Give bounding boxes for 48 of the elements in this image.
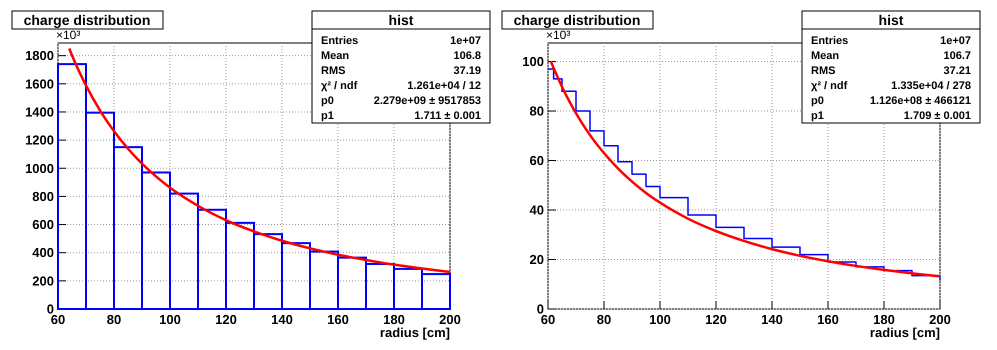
text: Entries 1e+07 bbox=[321, 35, 481, 47]
text: χ² / ndf 1.261e+04 / 12 bbox=[321, 80, 481, 92]
text: Mean 106.7 bbox=[811, 50, 971, 62]
text: p0 2.279e+09 ± 9517853 bbox=[321, 95, 481, 107]
text: χ² / ndf 1.335e+04 / 278 bbox=[811, 80, 971, 92]
x-tick-label: 100 bbox=[159, 312, 181, 327]
y-tick-label: 1400 bbox=[25, 104, 54, 120]
chart-title: charge distribution bbox=[514, 12, 640, 28]
x-tick-label: 140 bbox=[761, 312, 783, 327]
y-tick-label: 40 bbox=[530, 202, 544, 218]
y-tick-label: 1200 bbox=[25, 132, 54, 148]
x-tick-label: 140 bbox=[271, 312, 293, 327]
y-tick-label: 800 bbox=[32, 188, 54, 204]
text: RMS 37.19 bbox=[321, 65, 481, 77]
x-tick-label: 180 bbox=[383, 312, 405, 327]
x-axis-title: radius [cm] bbox=[380, 325, 450, 340]
y-tick-label: 20 bbox=[530, 252, 544, 268]
text: ×10³ bbox=[56, 28, 80, 42]
text: Entries 1e+07 bbox=[811, 35, 971, 47]
y-tick-label: 600 bbox=[32, 217, 54, 232]
x-tick-label: 200 bbox=[929, 312, 951, 327]
y-tick-label: 100 bbox=[522, 54, 544, 70]
x-tick-label: 120 bbox=[705, 312, 727, 327]
text: hist bbox=[388, 12, 414, 28]
x-axis-title: radius [cm] bbox=[870, 325, 940, 340]
text: Mean 106.8 bbox=[321, 50, 481, 62]
y-tick-label: 60 bbox=[530, 153, 544, 168]
text: hist bbox=[878, 12, 904, 28]
text: p1 1.709 ± 0.001 bbox=[811, 110, 971, 122]
y-tick-label: 200 bbox=[32, 273, 54, 288]
text: ×10³ bbox=[546, 28, 570, 42]
x-tick-label: 200 bbox=[439, 312, 461, 327]
x-tick-label: 180 bbox=[873, 312, 895, 327]
y-tick-label: 80 bbox=[530, 104, 544, 119]
x-tick-label: 80 bbox=[106, 312, 122, 327]
y-tick-label: 1600 bbox=[25, 76, 54, 92]
chart-title: charge distribution bbox=[24, 12, 150, 28]
text: RMS 37.21 bbox=[811, 65, 971, 77]
y-tick-label: 1000 bbox=[25, 160, 54, 176]
y-tick-label: 1800 bbox=[25, 48, 54, 64]
x-tick-label: 80 bbox=[596, 312, 612, 327]
y-tick-label: 400 bbox=[32, 245, 54, 260]
x-tick-label: 100 bbox=[649, 312, 671, 327]
x-tick-label: 160 bbox=[327, 312, 349, 327]
text: p1 1.711 ± 0.001 bbox=[321, 110, 481, 122]
x-tick-label: 160 bbox=[817, 312, 839, 327]
x-tick-label: 120 bbox=[215, 312, 237, 327]
text: p0 1.126e+08 ± 466121 bbox=[811, 95, 971, 107]
